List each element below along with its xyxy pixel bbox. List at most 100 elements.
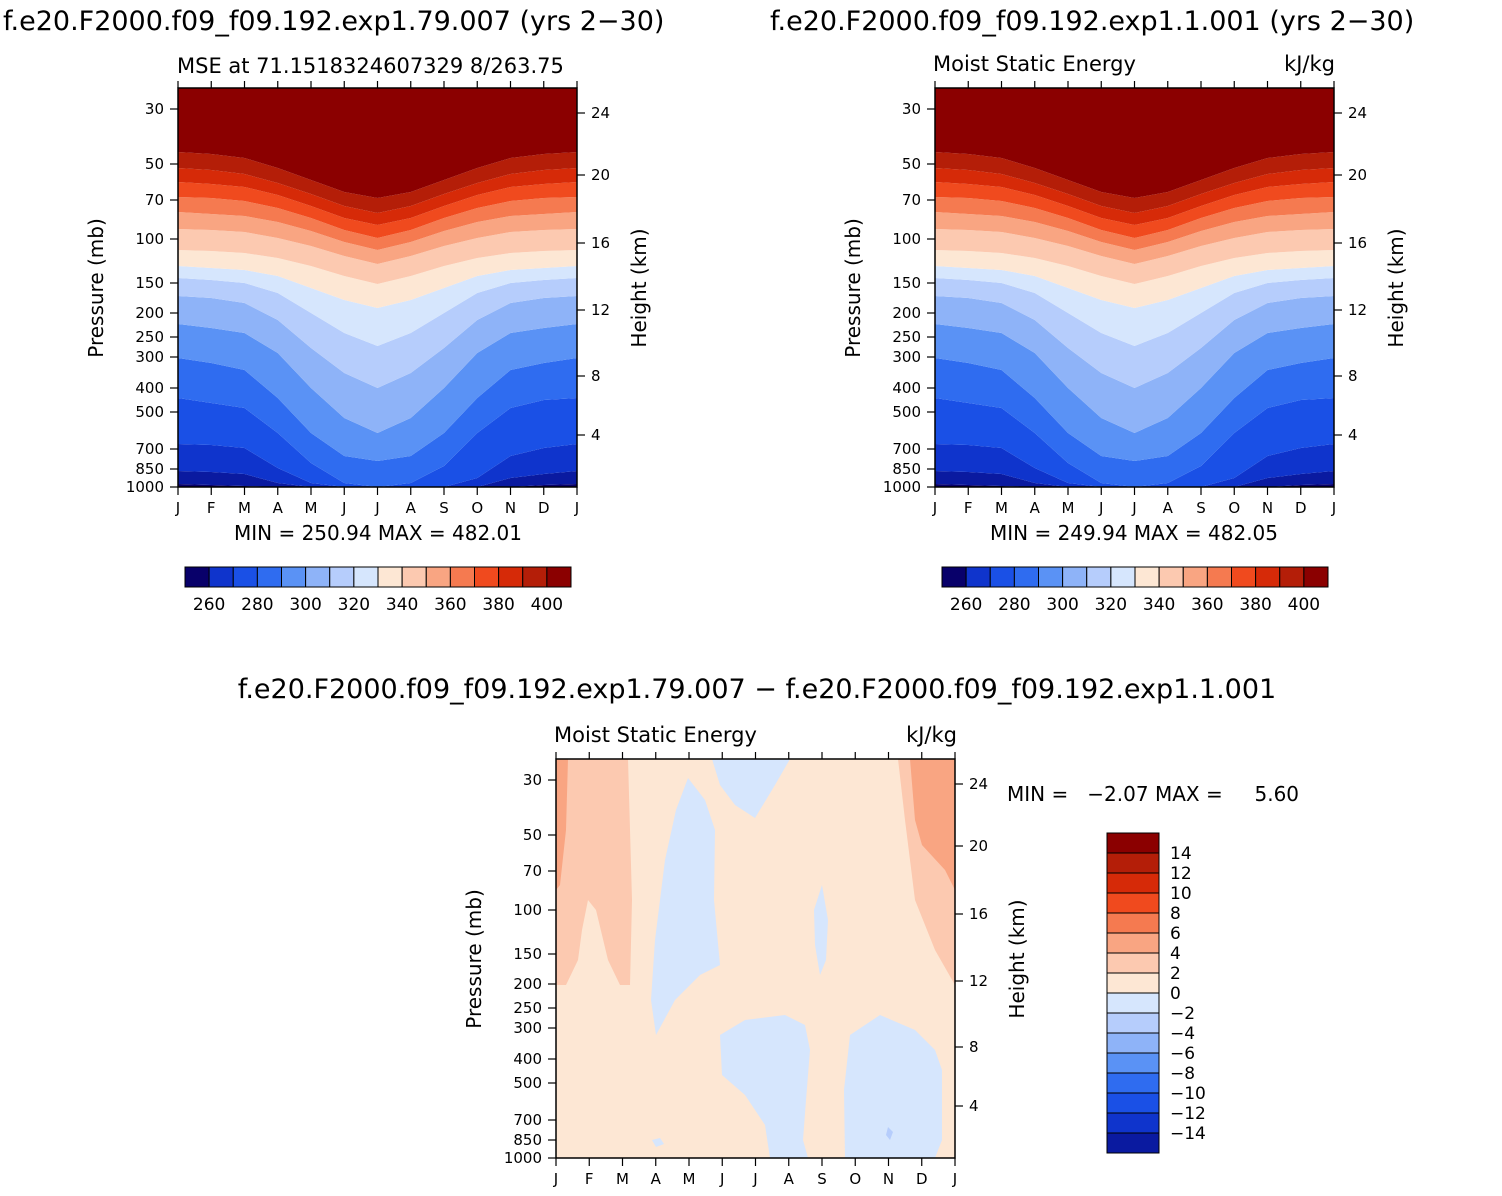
- contour-band: [178, 197, 577, 250]
- x-tick-label: O: [471, 499, 483, 517]
- y-tick-label-right: 24: [591, 104, 610, 122]
- contour-band: [178, 212, 577, 264]
- contour-band: [935, 266, 1334, 346]
- colorbar-swatch: [353, 566, 379, 588]
- panel-top-left: f.e20.F2000.f09_f09.192.exp1.79.007 (yrs…: [3, 6, 664, 615]
- colorbar-label: 14: [1170, 844, 1192, 864]
- y-tick-label-right: 20: [1348, 166, 1367, 184]
- diff-band-neg2-to-0: [652, 1138, 664, 1147]
- colorbar-label: 360: [1191, 595, 1223, 615]
- colorbar-swatch: [232, 566, 258, 588]
- x-tick-label: A: [1030, 499, 1041, 517]
- x-tick-label: D: [538, 499, 550, 517]
- x-tick-label: A: [1163, 499, 1174, 517]
- x-tick-label: J: [752, 1170, 757, 1188]
- colorbar-swatch: [1013, 566, 1039, 588]
- x-tick-label: A: [273, 499, 284, 517]
- y-tick-label: 150: [892, 274, 921, 292]
- colorbar-label: 280: [241, 595, 273, 615]
- colorbar-swatch: [1206, 566, 1232, 588]
- x-tick-label: M: [1062, 499, 1075, 517]
- contour-band: [178, 296, 577, 433]
- y-tick-label: 700: [892, 440, 921, 458]
- y-tick-label-right: 16: [969, 905, 988, 923]
- panel-top-right: f.e20.F2000.f09_f09.192.exp1.1.001 (yrs …: [770, 6, 1414, 615]
- y-tick-label: 400: [135, 379, 164, 397]
- contour-band: [935, 250, 1334, 308]
- y-tick-label-right: 16: [1348, 234, 1367, 252]
- y-tick-label: 1000: [126, 478, 164, 496]
- colorbar-swatch: [1106, 832, 1160, 854]
- colorbar-swatch: [184, 566, 210, 588]
- colorbar-label: 300: [1046, 595, 1078, 615]
- y-tick-label: 50: [902, 155, 921, 173]
- colorbar-swatch: [1038, 566, 1064, 588]
- x-tick-label: M: [305, 499, 318, 517]
- x-tick-label: J: [1331, 499, 1336, 517]
- colorbar-label: 320: [1095, 595, 1127, 615]
- colorbar-swatch: [449, 566, 475, 588]
- colorbar-label: 280: [998, 595, 1030, 615]
- colorbar-swatch: [1106, 1092, 1160, 1114]
- y-tick-label: 70: [145, 191, 164, 209]
- colorbar-label: −12: [1170, 1104, 1206, 1124]
- colorbar-swatch: [1106, 1072, 1160, 1094]
- contour-band: [935, 278, 1334, 388]
- contour-band: [178, 444, 577, 487]
- colorbar-swatch: [1106, 932, 1160, 954]
- axes: J F M A M J J A S O N D J 30 50 70 100 150 200 250 300 400 500…: [883, 81, 1367, 517]
- colorbar-swatch: [1106, 952, 1160, 974]
- x-tick-label: J: [341, 499, 346, 517]
- y-tick-label: 300: [135, 348, 164, 366]
- contour-band: [178, 229, 577, 284]
- figure-title-top-right: f.e20.F2000.f09_f09.192.exp1.1.001 (yrs …: [770, 6, 1414, 37]
- diff-band-2-to-4: [556, 759, 632, 985]
- colorbar-label: −2: [1170, 1004, 1195, 1024]
- x-tick-label: J: [1098, 499, 1103, 517]
- y-tick-label: 1000: [883, 478, 921, 496]
- contour-band: [935, 296, 1334, 433]
- colorbar-label: 0: [1170, 984, 1181, 1004]
- x-tick-label: S: [817, 1170, 827, 1188]
- diff-band-4-to-6: [556, 759, 568, 890]
- y-tick-label: 300: [892, 348, 921, 366]
- x-tick-label: N: [1262, 499, 1273, 517]
- y-tick-label-right: 4: [1348, 426, 1358, 444]
- x-tick-label: M: [995, 499, 1008, 517]
- colorbar-label: −6: [1170, 1044, 1195, 1064]
- colorbar-label: 380: [1239, 595, 1271, 615]
- colorbar-swatch: [522, 566, 548, 588]
- diff-band-neg2-to-0: [651, 778, 720, 1035]
- y-tick-label-right: 24: [1348, 104, 1367, 122]
- colorbar-swatch: [256, 566, 282, 588]
- x-tick-label: N: [505, 499, 516, 517]
- x-tick-label: J: [719, 1170, 724, 1188]
- y-tick-label: 100: [135, 230, 164, 248]
- y-tick-label-right: 8: [969, 1038, 979, 1056]
- colorbar-swatch: [1106, 1112, 1160, 1134]
- y-tick-label: 30: [902, 100, 921, 118]
- x-tick-label: J: [1131, 499, 1136, 517]
- colorbar-swatch: [498, 566, 524, 588]
- colorbar-label: 320: [338, 595, 370, 615]
- plot-left-title: Moist Static Energy: [933, 52, 1136, 76]
- plot-right-title: kJ/kg: [1284, 52, 1335, 76]
- contour-band: [178, 152, 577, 213]
- colorbar-label: 8: [1170, 904, 1181, 924]
- contour-band: [178, 168, 577, 225]
- colorbar-swatch: [1110, 566, 1136, 588]
- x-tick-label: F: [585, 1170, 594, 1188]
- y-tick-label: 250: [135, 328, 164, 346]
- y-tick-label: 150: [513, 945, 542, 963]
- contour-band: [178, 88, 577, 198]
- y-tick-label-right: 8: [591, 367, 601, 385]
- colorbar-label: 400: [1288, 595, 1320, 615]
- y-axis-label-right: Height (km): [627, 228, 651, 347]
- plot-left-title: MSE at 71.1518324607329 8/263.75: [177, 54, 564, 78]
- axes: J F M A M J J A S O N D J 30 50 70 100 150 200 250 300 400 500…: [126, 81, 610, 517]
- y-tick-label: 200: [892, 304, 921, 322]
- colorbar-swatch: [305, 566, 331, 588]
- contour-band: [178, 278, 577, 388]
- colorbar-swatch: [1255, 566, 1281, 588]
